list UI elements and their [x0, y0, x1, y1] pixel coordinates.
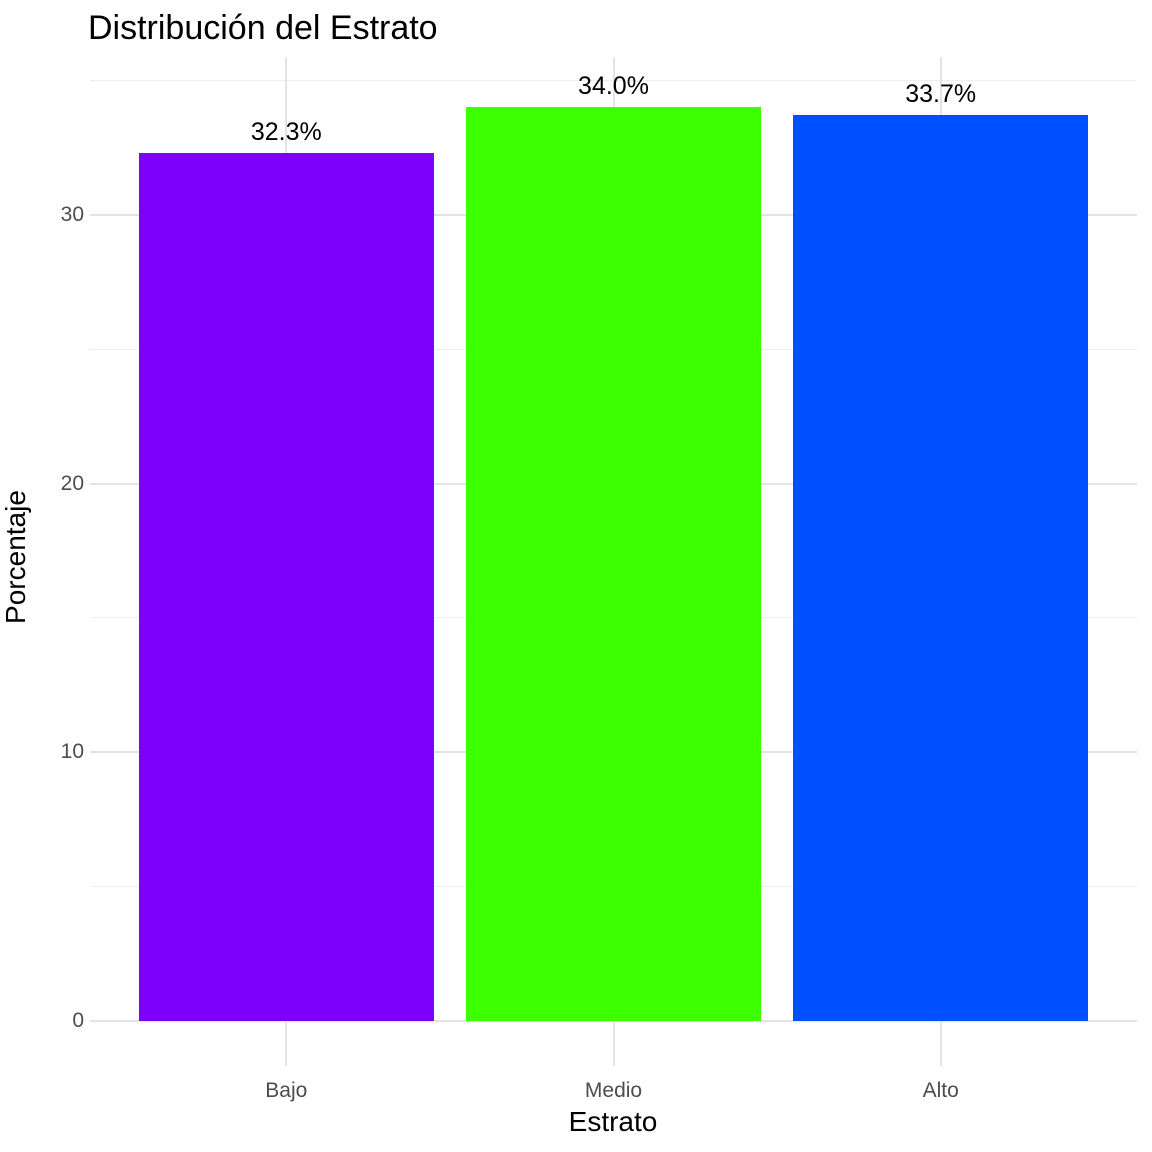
bar-Bajo	[139, 153, 434, 1021]
bar-value-label-Alto: 33.7%	[905, 80, 977, 109]
x-tick-label-Alto: Alto	[922, 1079, 959, 1102]
y-tick-label-10: 10	[60, 740, 84, 764]
bar-Medio	[466, 107, 761, 1021]
y-axis-title: Porcentaje	[0, 490, 31, 624]
bar-value-label-Medio: 34.0%	[578, 72, 649, 101]
chart-title: Distribución del Estrato	[88, 9, 438, 47]
plot-panel: 32.3% 34.0% 33.7%	[90, 57, 1137, 1066]
y-tick-label-20: 20	[60, 471, 84, 495]
x-axis-title: Estrato	[568, 1106, 658, 1137]
bar-value-label-Bajo: 32.3%	[250, 118, 322, 147]
bar-Alto	[793, 115, 1088, 1021]
y-tick-label-0: 0	[72, 1009, 84, 1032]
x-tick-label-Medio: Medio	[584, 1079, 643, 1102]
y-tick-label-30: 30	[60, 202, 84, 226]
x-tick-label-Bajo: Bajo	[265, 1079, 308, 1102]
